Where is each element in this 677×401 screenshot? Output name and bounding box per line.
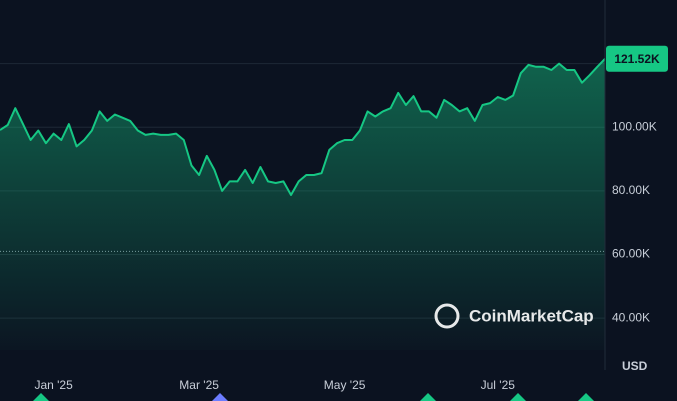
price-tag <box>606 45 668 72</box>
price-line <box>0 58 606 196</box>
event-markers <box>33 393 594 401</box>
x-tick-label: Mar '25 <box>179 378 219 392</box>
area <box>0 58 605 351</box>
currency-label: USD <box>622 359 648 373</box>
x-tick-label: Jul '25 <box>481 378 516 392</box>
watermark: CoinMarketCap <box>434 303 594 329</box>
y-tick-label: 100.00K <box>612 119 657 133</box>
y-tick-label: 80.00K <box>612 183 650 197</box>
x-tick-label: May '25 <box>324 378 366 392</box>
watermark-text: CoinMarketCap <box>469 306 594 325</box>
x-tick-label: Jan '25 <box>34 378 73 392</box>
y-tick-label: 40.00K <box>612 310 650 324</box>
y-tick-label: 60.00K <box>612 247 650 261</box>
price-tag-label: 121.52K <box>614 52 660 66</box>
plot <box>0 58 606 351</box>
